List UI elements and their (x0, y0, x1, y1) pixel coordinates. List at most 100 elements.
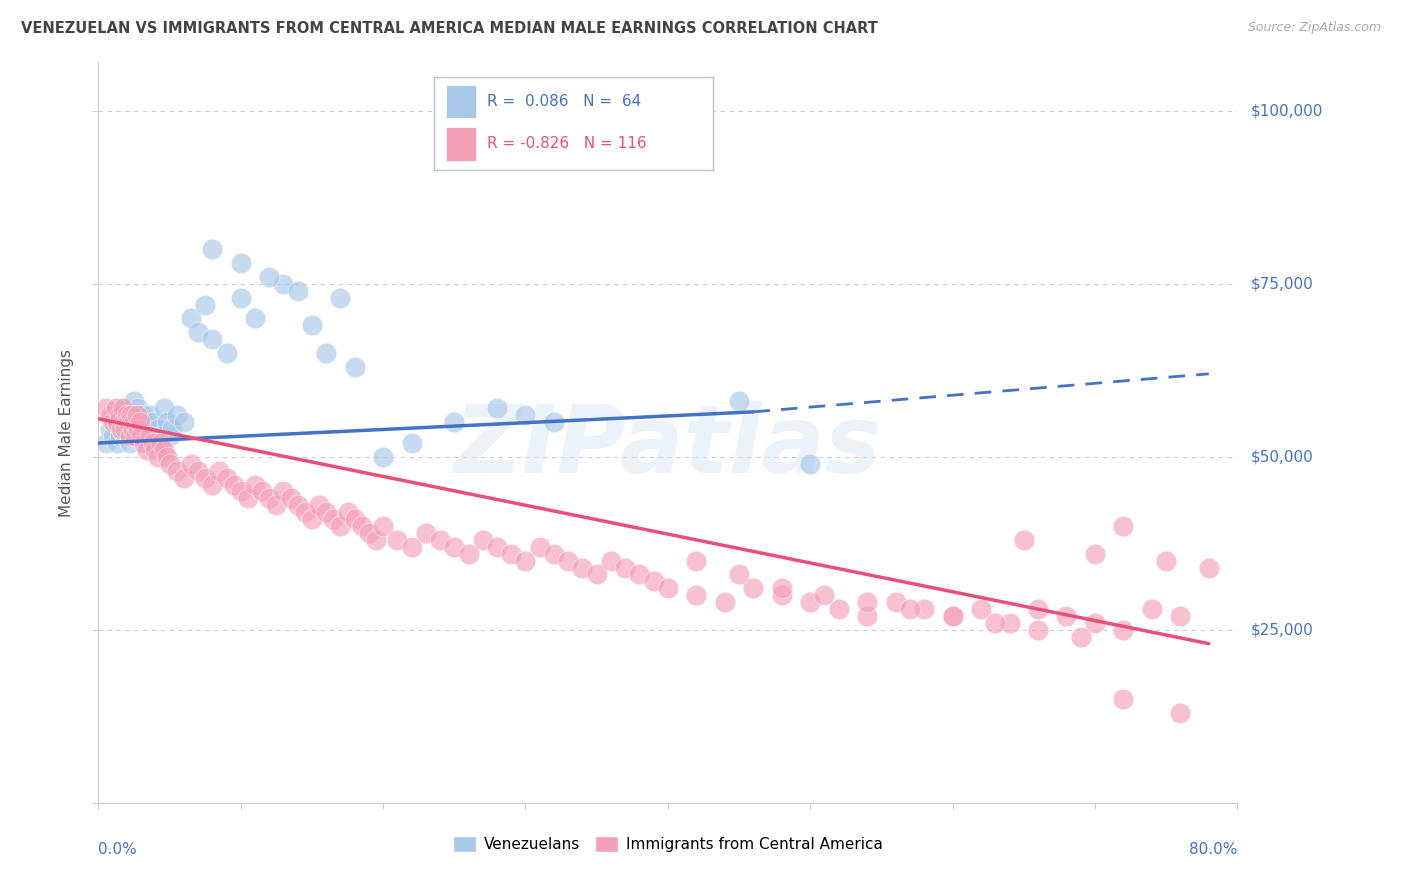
Point (215, 470, 238, 484)
Point (229, 484, 252, 499)
Point (942, 609, 965, 624)
Legend: Venezuelans, Immigrants from Central America: Venezuelans, Immigrants from Central Ame… (447, 830, 889, 858)
Point (657, 582, 679, 596)
Point (159, 429, 181, 443)
Point (115, 401, 138, 416)
Point (98, 422, 121, 436)
Point (315, 505, 337, 519)
Point (799, 595, 821, 609)
Point (229, 256, 252, 270)
Point (112, 415, 135, 429)
Text: 80.0%: 80.0% (1189, 842, 1237, 856)
Point (259, 491, 281, 506)
Point (515, 409, 537, 423)
Point (120, 409, 142, 423)
Point (1026, 602, 1049, 616)
Point (828, 602, 851, 616)
Point (108, 401, 131, 416)
Point (912, 602, 935, 616)
Point (132, 436, 155, 450)
Point (115, 422, 138, 436)
Point (128, 415, 150, 429)
Point (1026, 623, 1049, 637)
Point (856, 595, 879, 609)
Point (153, 401, 176, 416)
Point (401, 436, 423, 450)
Point (287, 498, 309, 512)
Point (120, 409, 142, 423)
Point (250, 484, 273, 499)
Point (336, 505, 359, 519)
Point (685, 588, 707, 602)
Point (1084, 615, 1107, 630)
Point (1154, 554, 1177, 568)
Point (201, 242, 224, 256)
Point (128, 422, 150, 436)
Point (222, 477, 245, 491)
Point (135, 442, 157, 457)
Point (114, 422, 136, 436)
Point (105, 415, 128, 429)
Point (156, 450, 179, 464)
Point (799, 457, 821, 471)
Point (141, 415, 163, 429)
Point (180, 457, 202, 471)
Point (1070, 630, 1092, 644)
Point (134, 436, 156, 450)
Point (343, 512, 366, 526)
Point (884, 595, 907, 609)
Point (94, 401, 117, 416)
Point (145, 436, 167, 450)
Point (343, 359, 366, 374)
Point (121, 429, 143, 443)
Point (1056, 609, 1078, 624)
Point (301, 318, 323, 333)
Point (150, 429, 173, 443)
Point (132, 415, 155, 429)
Point (201, 477, 224, 491)
Point (329, 291, 352, 305)
Point (471, 533, 494, 547)
Point (1140, 602, 1163, 616)
Point (457, 547, 479, 561)
Text: ZIPatlas: ZIPatlas (454, 401, 882, 493)
Point (101, 409, 124, 423)
Point (141, 436, 163, 450)
Point (585, 567, 607, 582)
Point (138, 429, 160, 443)
Point (728, 567, 751, 582)
Point (401, 540, 423, 554)
Point (145, 442, 167, 457)
Point (357, 525, 380, 540)
Point (136, 422, 159, 436)
Point (112, 415, 135, 429)
Point (350, 519, 373, 533)
Point (118, 429, 141, 443)
Point (148, 422, 170, 436)
Point (187, 326, 209, 340)
Point (105, 436, 128, 450)
Point (243, 477, 266, 491)
Point (236, 491, 259, 506)
Point (208, 464, 231, 478)
Point (443, 540, 465, 554)
Point (121, 422, 143, 436)
Point (387, 533, 409, 547)
Point (1170, 706, 1192, 720)
Point (150, 436, 173, 450)
Point (194, 297, 217, 311)
Point (111, 401, 134, 416)
Point (243, 311, 266, 326)
Point (131, 409, 153, 423)
Point (1170, 609, 1192, 624)
Point (998, 615, 1021, 630)
Point (118, 436, 141, 450)
Point (515, 554, 537, 568)
Point (166, 409, 188, 423)
Point (156, 415, 179, 429)
Point (628, 567, 651, 582)
Point (600, 554, 623, 568)
Point (101, 429, 124, 443)
Point (125, 409, 148, 423)
Point (856, 609, 879, 624)
